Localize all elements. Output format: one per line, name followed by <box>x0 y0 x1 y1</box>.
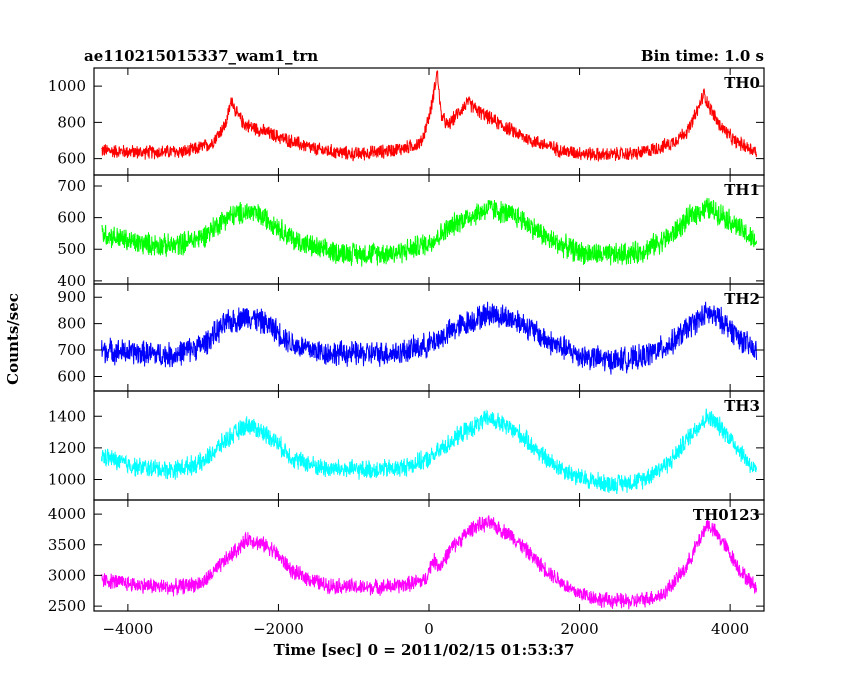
panel-frame-th3 <box>93 390 765 501</box>
y-tick-label: 2500 <box>48 597 86 615</box>
panel-label-th0: TH0 <box>724 74 760 92</box>
series-line-th0123 <box>101 515 757 610</box>
chart-title: ae110215015337_wam1_trn <box>84 47 318 65</box>
y-tick-label: 600 <box>57 367 86 385</box>
y-tick-label: 600 <box>57 209 86 227</box>
y-tick-label: 500 <box>57 240 86 258</box>
panels-group: 600 800 1000 TH0 400 500 600 700 TH1 600 700 800 900… <box>48 67 765 638</box>
x-tick-label: 0 <box>424 620 434 638</box>
y-tick-label: 3000 <box>48 566 86 584</box>
series-line-th0 <box>101 69 757 162</box>
panel-label-th0123: TH0123 <box>693 506 760 524</box>
y-tick-label: 3500 <box>48 536 86 554</box>
x-tick-label: −4000 <box>103 620 154 638</box>
y-tick-label: 1000 <box>48 470 86 488</box>
series-line-th3 <box>101 408 757 495</box>
panel-label-th2: TH2 <box>724 290 760 308</box>
x-tick-label: 4000 <box>711 620 749 638</box>
x-tick-label: 2000 <box>560 620 598 638</box>
y-tick-label: 1400 <box>48 407 86 425</box>
series-line-th2 <box>101 301 757 375</box>
y-axis-label: Counts/sec <box>4 293 22 385</box>
y-tick-label: 600 <box>57 150 86 168</box>
series-line-th1 <box>101 197 757 267</box>
x-axis-label: Time [sec] 0 = 2011/02/15 01:53:37 <box>274 641 575 659</box>
x-tick-label: −2000 <box>253 620 304 638</box>
bin-time-label: Bin time: 1.0 s <box>641 47 764 65</box>
y-tick-label: 1200 <box>48 439 86 457</box>
y-tick-label: 1000 <box>48 77 86 95</box>
y-tick-label: 700 <box>57 341 86 359</box>
y-tick-label: 900 <box>57 288 86 306</box>
y-tick-label: 700 <box>57 177 86 195</box>
y-tick-label: 400 <box>57 272 86 290</box>
panel-frame-th1 <box>93 174 765 285</box>
panel-label-th1: TH1 <box>724 181 760 199</box>
y-tick-label: 800 <box>57 113 86 131</box>
panel-label-th3: TH3 <box>724 397 760 415</box>
y-tick-label: 4000 <box>48 505 86 523</box>
y-tick-label: 800 <box>57 315 86 333</box>
